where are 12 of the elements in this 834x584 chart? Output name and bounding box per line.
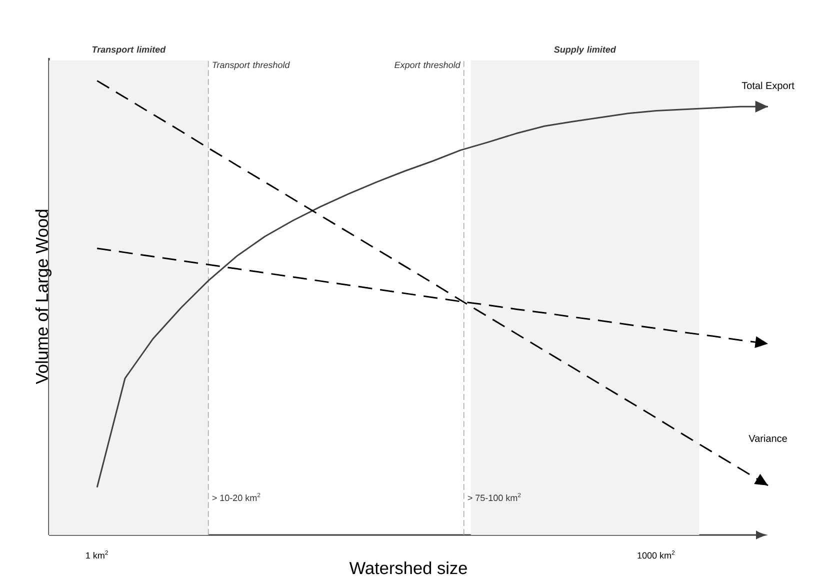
x-axis-title: Watershed size [349, 561, 467, 574]
annotation: > 75-100 km$^{2}$ [468, 492, 521, 502]
x-tick-label: 1000 km$^{2}$ [638, 550, 675, 559]
y-axis-title: Volume of Large Wood [35, 210, 52, 384]
series-label: Total Export [742, 82, 794, 92]
text: Supply limited [554, 46, 616, 54]
x-tick-label: 1 km$^{2}$ [86, 550, 108, 559]
annotation: > 10-20 km$^{2}$ [212, 492, 260, 502]
text: Transport threshold [212, 62, 290, 70]
text: Variance [748, 434, 787, 442]
text: Transport limited [92, 46, 166, 54]
text: Export threshold [394, 62, 461, 70]
